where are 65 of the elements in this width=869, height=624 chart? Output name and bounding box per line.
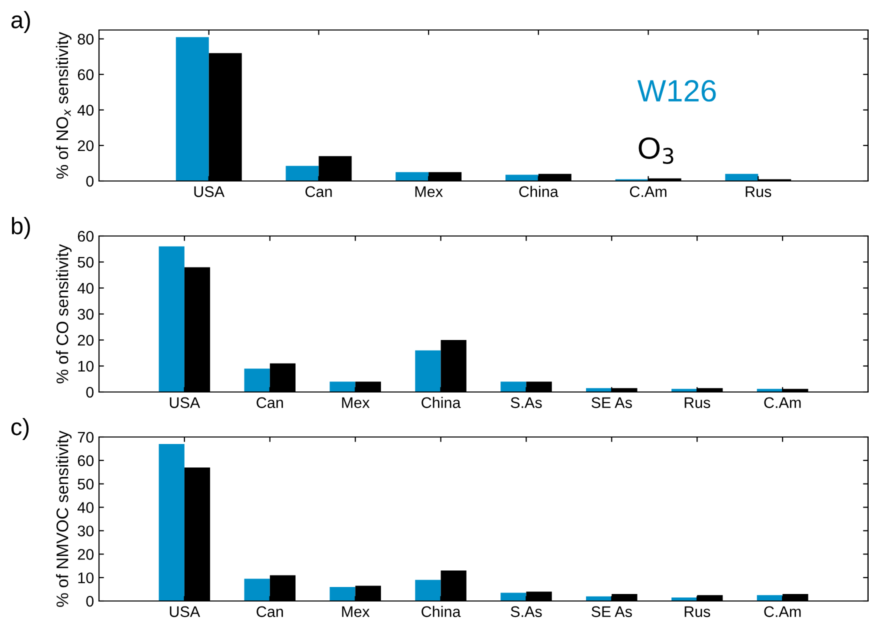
bar (415, 350, 441, 392)
y-tick-label: 60 (78, 69, 94, 80)
y-axis-title: % of CO sensitivity (56, 244, 72, 384)
chart-title: b) (12, 216, 30, 239)
x-tick-label: Can (305, 186, 332, 198)
y-tick-label: 0 (86, 596, 94, 607)
x-tick-label: China (519, 186, 558, 198)
bar (158, 246, 184, 392)
y-tick-label: 50 (78, 478, 94, 490)
bar (500, 382, 526, 392)
y-tick-label: 10 (78, 572, 94, 584)
x-tick-label: S.As (510, 397, 542, 408)
x-tick-label: C.Am (764, 606, 801, 618)
y-tick-label: 70 (78, 432, 94, 443)
y-tick-label: 0 (86, 386, 94, 398)
y-tick-label: 80 (78, 34, 94, 45)
y-tick-label: 0 (86, 176, 94, 187)
bar (244, 368, 270, 392)
y-axis-title: % of NMVOC sensitivity (56, 430, 72, 607)
bar (176, 37, 209, 181)
y-tick-label: 30 (78, 308, 94, 320)
y-tick-label: 40 (78, 104, 94, 116)
y-tick-label: 30 (78, 526, 94, 536)
x-tick-label: S.As (510, 606, 542, 618)
y-tick-label: 40 (78, 282, 94, 294)
y-tick-label: 20 (78, 549, 94, 560)
y-tick-label: 40 (78, 502, 94, 513)
x-tick-label: Mex (342, 397, 370, 408)
bar (500, 592, 526, 601)
x-tick-label: Mex (342, 606, 370, 618)
series-label: O$_{3}$ (638, 137, 674, 164)
x-tick-label: Can (256, 397, 283, 408)
x-tick-label: Rus (746, 186, 772, 198)
y-tick-label: 50 (78, 256, 94, 268)
x-tick-label: China (422, 396, 461, 408)
x-tick-label: USA (170, 606, 200, 618)
bar (158, 444, 184, 601)
chart-title: a) (11, 10, 30, 33)
x-tick-label: Can (256, 606, 283, 618)
bar (330, 586, 356, 601)
x-tick-label: SE As (592, 606, 632, 618)
x-tick-label: Rus (684, 606, 710, 618)
bar (756, 595, 783, 601)
bar (244, 578, 270, 601)
x-tick-label: C.Am (630, 186, 666, 198)
x-tick-label: SE As (592, 397, 632, 408)
bar (330, 382, 356, 392)
text: W126 (637, 80, 716, 102)
y-tick-label: 60 (78, 455, 94, 466)
y-tick-label: 20 (78, 140, 94, 152)
x-tick-label: C.Am (764, 397, 801, 408)
x-tick-label: Mex (415, 186, 443, 198)
x-tick-label: USA (170, 397, 200, 408)
y-tick-label: 60 (78, 230, 94, 242)
bar (415, 580, 441, 601)
bar (725, 174, 758, 181)
y-axis-title: % of NO$_{x}$ sensitivity (56, 32, 72, 179)
x-tick-label: Rus (684, 397, 710, 408)
bar (396, 172, 429, 181)
y-tick-label: 20 (78, 334, 94, 346)
chart-title: c) (11, 418, 29, 440)
y-tick-label: 10 (78, 360, 94, 372)
x-tick-label: China (422, 606, 461, 618)
bar (286, 166, 319, 181)
x-tick-label: USA (194, 186, 225, 198)
